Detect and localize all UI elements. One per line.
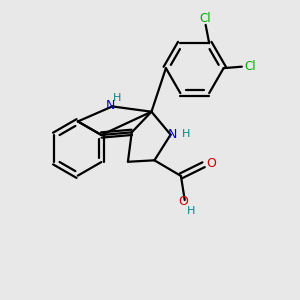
Text: N: N [167, 128, 177, 141]
Text: Cl: Cl [200, 12, 212, 25]
Text: H: H [187, 206, 195, 216]
Text: O: O [206, 157, 216, 170]
Text: O: O [178, 195, 188, 208]
Text: Cl: Cl [244, 60, 256, 73]
Text: N: N [106, 99, 116, 112]
Text: H: H [112, 93, 121, 103]
Text: H: H [182, 129, 190, 139]
